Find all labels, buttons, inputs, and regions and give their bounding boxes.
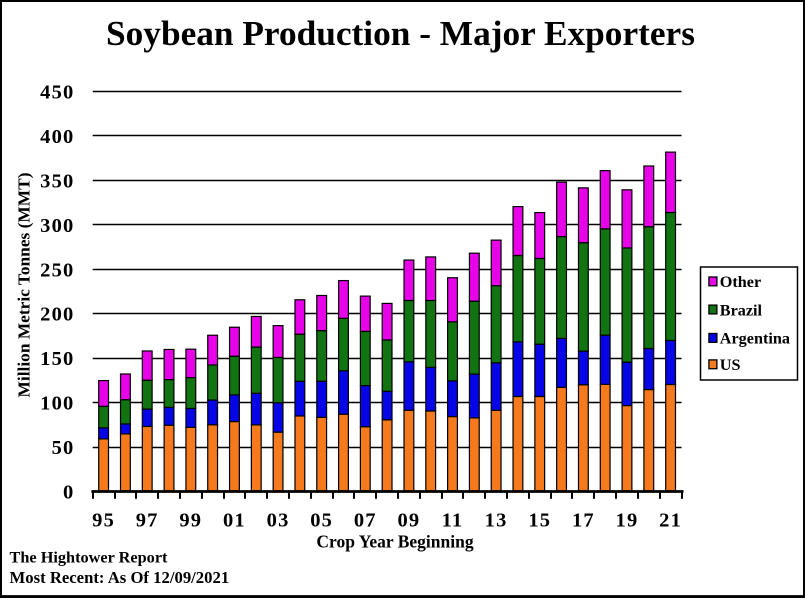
svg-text:01: 01 [223,510,246,532]
svg-text:97: 97 [136,510,159,532]
svg-text:200: 200 [40,304,74,326]
svg-text:350: 350 [40,170,74,192]
svg-text:Most Recent: As Of 12/09/2021: Most Recent: As Of 12/09/2021 [10,568,230,587]
svg-text:Argentina: Argentina [720,330,790,348]
svg-text:Brazil: Brazil [720,301,763,319]
svg-text:05: 05 [310,510,333,532]
svg-text:19: 19 [616,510,639,532]
svg-text:Other: Other [720,273,761,291]
svg-text:Million Metric Tonnes (MMT): Million Metric Tonnes (MMT) [15,172,34,397]
svg-text:07: 07 [354,510,377,532]
svg-text:US: US [720,356,741,374]
svg-text:Crop Year Beginning: Crop Year Beginning [316,532,473,552]
svg-text:250: 250 [40,259,74,281]
svg-text:Soybean Production - Major Exp: Soybean Production - Major Exporters [106,14,695,53]
svg-text:100: 100 [40,393,74,415]
svg-text:21: 21 [659,510,682,532]
svg-text:09: 09 [397,510,420,532]
svg-text:11: 11 [442,510,464,532]
svg-text:300: 300 [40,215,74,237]
svg-text:0: 0 [63,482,74,504]
svg-text:15: 15 [528,510,551,532]
svg-text:The Hightower Report: The Hightower Report [10,548,169,567]
svg-text:95: 95 [92,510,115,532]
svg-text:50: 50 [52,437,75,459]
svg-text:400: 400 [40,126,74,148]
svg-text:99: 99 [179,510,202,532]
svg-text:450: 450 [40,82,74,104]
svg-text:13: 13 [485,510,508,532]
svg-text:03: 03 [267,510,290,532]
svg-text:150: 150 [40,348,74,370]
svg-text:17: 17 [572,510,595,532]
